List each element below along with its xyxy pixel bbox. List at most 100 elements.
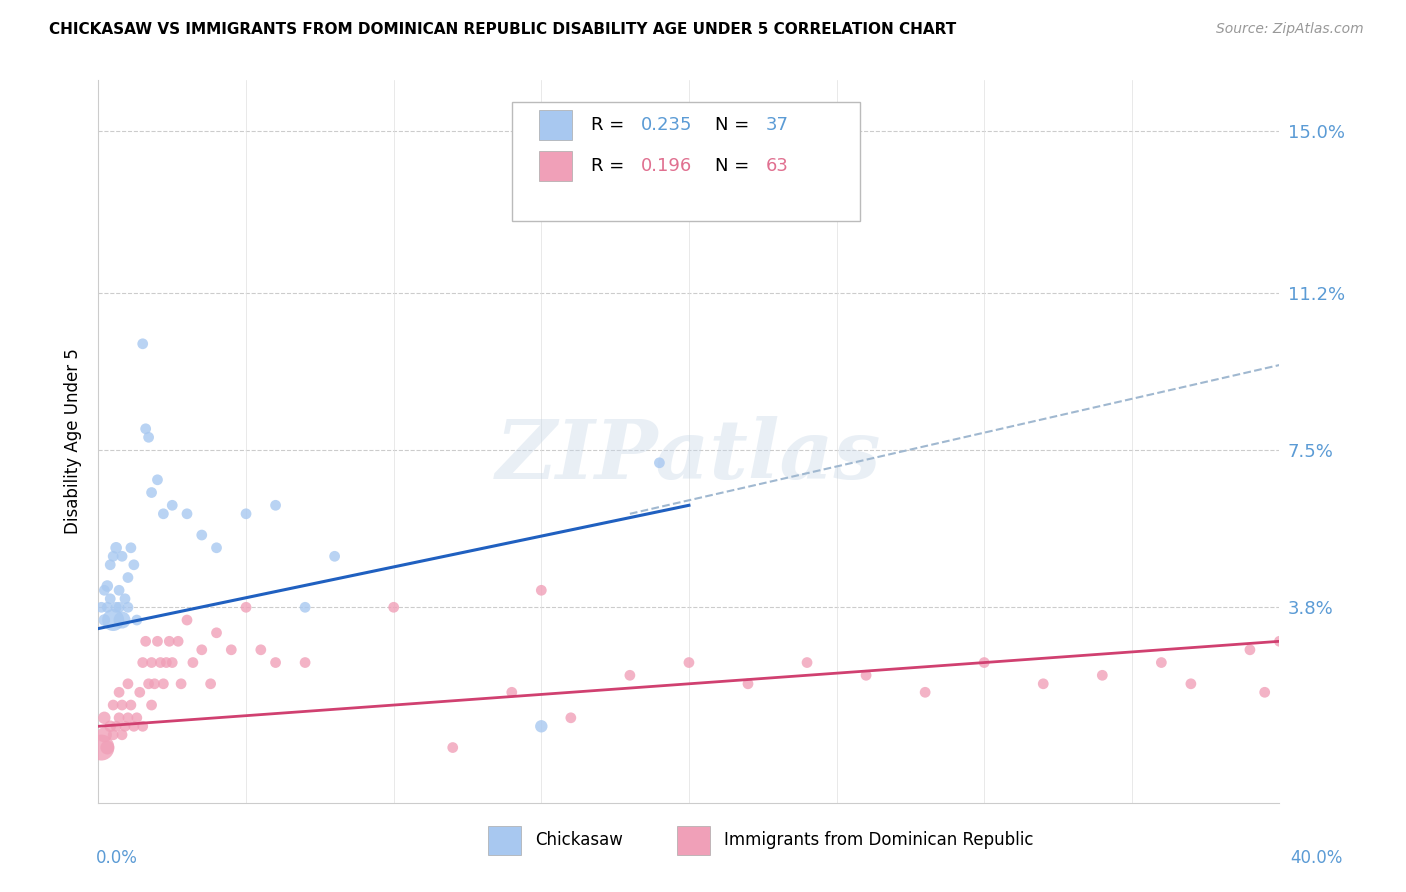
- Point: [149, 656, 172, 670]
- Point: [176, 507, 198, 521]
- Point: [250, 642, 273, 657]
- Point: [105, 719, 128, 733]
- Point: [111, 613, 134, 627]
- Point: [855, 668, 877, 682]
- Text: 40.0%: 40.0%: [1291, 849, 1343, 867]
- Point: [294, 600, 316, 615]
- Point: [264, 656, 287, 670]
- Point: [108, 600, 131, 615]
- Point: [1032, 677, 1054, 691]
- Point: [96, 600, 118, 615]
- Point: [205, 541, 228, 555]
- Point: [560, 711, 582, 725]
- FancyBboxPatch shape: [538, 151, 572, 181]
- Text: R =: R =: [591, 157, 630, 175]
- Text: N =: N =: [714, 157, 755, 175]
- FancyBboxPatch shape: [538, 110, 572, 140]
- Point: [205, 625, 228, 640]
- Point: [648, 456, 671, 470]
- Point: [108, 711, 131, 725]
- Text: CHICKASAW VS IMMIGRANTS FROM DOMINICAN REPUBLIC DISABILITY AGE UNDER 5 CORRELATI: CHICKASAW VS IMMIGRANTS FROM DOMINICAN R…: [49, 22, 956, 37]
- Point: [162, 656, 183, 670]
- Point: [90, 600, 112, 615]
- Text: Immigrants from Dominican Republic: Immigrants from Dominican Republic: [724, 831, 1033, 849]
- FancyBboxPatch shape: [512, 102, 860, 221]
- Point: [105, 541, 128, 555]
- Text: 0.196: 0.196: [641, 157, 692, 175]
- Point: [264, 498, 287, 512]
- Text: 0.235: 0.235: [641, 116, 692, 134]
- Point: [138, 677, 160, 691]
- Text: ZIPatlas: ZIPatlas: [496, 416, 882, 496]
- Point: [98, 719, 121, 733]
- Point: [93, 613, 115, 627]
- Point: [176, 613, 198, 627]
- Point: [103, 549, 125, 564]
- Point: [973, 656, 995, 670]
- Text: 0.0%: 0.0%: [96, 849, 138, 867]
- Point: [200, 677, 222, 691]
- Point: [93, 711, 115, 725]
- Point: [132, 656, 155, 670]
- Point: [619, 668, 641, 682]
- Point: [117, 570, 139, 584]
- Point: [167, 634, 190, 648]
- Point: [152, 677, 174, 691]
- Text: N =: N =: [714, 116, 755, 134]
- Point: [135, 422, 157, 436]
- Point: [103, 698, 125, 712]
- Point: [181, 656, 204, 670]
- Point: [1091, 668, 1114, 682]
- Point: [117, 677, 139, 691]
- Point: [125, 711, 148, 725]
- Point: [530, 583, 553, 598]
- Point: [914, 685, 936, 699]
- Point: [105, 600, 128, 615]
- Point: [111, 549, 134, 564]
- Point: [162, 498, 183, 512]
- Point: [111, 728, 134, 742]
- Point: [103, 613, 125, 627]
- Point: [96, 740, 118, 755]
- Text: 37: 37: [766, 116, 789, 134]
- Point: [108, 583, 131, 598]
- FancyBboxPatch shape: [678, 826, 710, 855]
- Point: [117, 600, 139, 615]
- Text: Source: ZipAtlas.com: Source: ZipAtlas.com: [1216, 22, 1364, 37]
- Point: [155, 656, 177, 670]
- Point: [117, 711, 139, 725]
- Point: [122, 558, 145, 572]
- Point: [120, 541, 142, 555]
- Point: [191, 528, 214, 542]
- Point: [132, 336, 155, 351]
- Point: [120, 698, 142, 712]
- Point: [146, 473, 169, 487]
- Point: [98, 591, 121, 606]
- Point: [235, 507, 257, 521]
- Point: [501, 685, 523, 699]
- Point: [1268, 634, 1291, 648]
- Point: [93, 583, 115, 598]
- Y-axis label: Disability Age Under 5: Disability Age Under 5: [65, 349, 83, 534]
- FancyBboxPatch shape: [488, 826, 522, 855]
- Point: [152, 507, 174, 521]
- Point: [382, 600, 405, 615]
- Text: R =: R =: [591, 116, 630, 134]
- Text: Chickasaw: Chickasaw: [536, 831, 623, 849]
- Point: [157, 634, 180, 648]
- Point: [1150, 656, 1173, 670]
- Point: [1180, 677, 1202, 691]
- Point: [128, 685, 150, 699]
- Point: [138, 430, 160, 444]
- Point: [143, 677, 166, 691]
- Point: [141, 656, 163, 670]
- Point: [122, 719, 145, 733]
- Point: [796, 656, 818, 670]
- Point: [191, 642, 214, 657]
- Point: [141, 698, 163, 712]
- Point: [1254, 685, 1277, 699]
- Point: [170, 677, 193, 691]
- Text: 63: 63: [766, 157, 789, 175]
- Point: [678, 656, 700, 670]
- Point: [221, 642, 243, 657]
